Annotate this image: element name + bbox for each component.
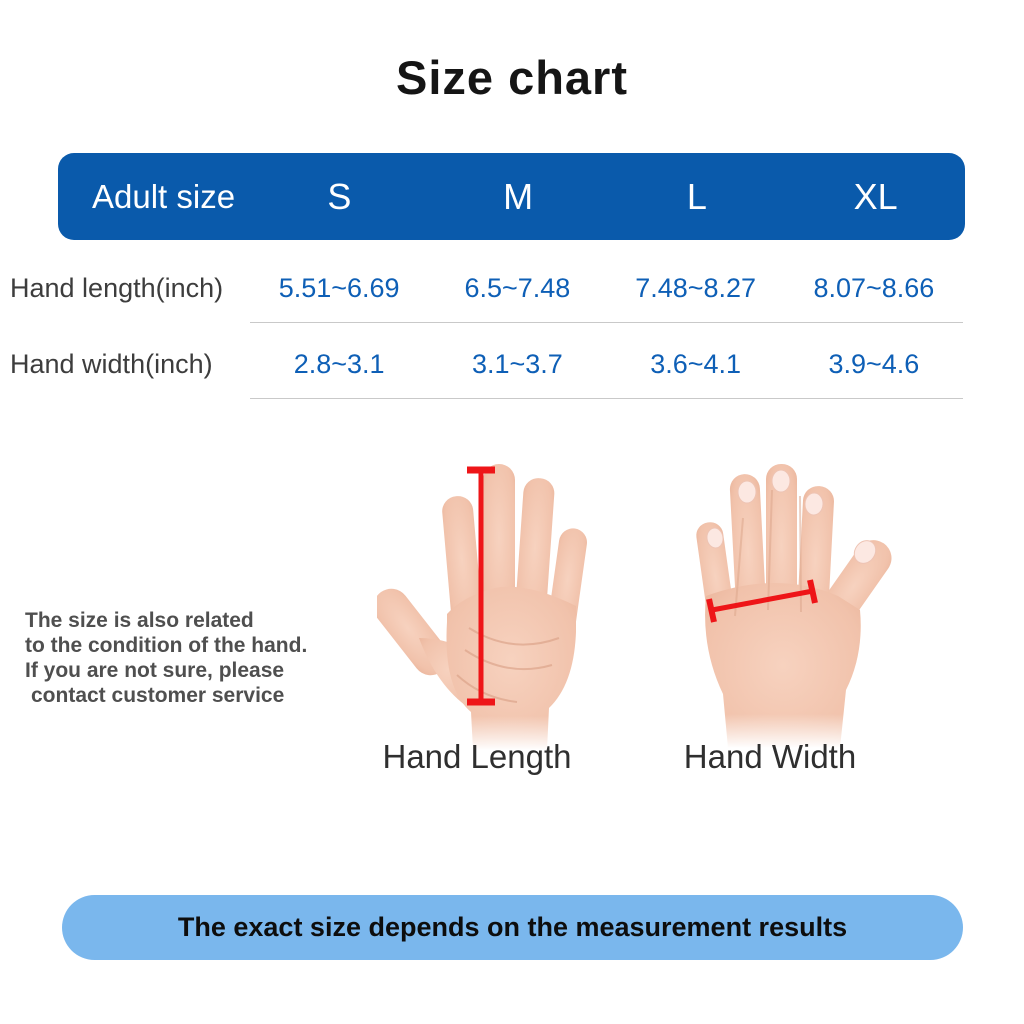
note-line: to the condition of the hand. — [25, 634, 308, 657]
row-label: Hand length(inch) — [10, 272, 224, 303]
note-line: The size is also related — [25, 609, 254, 632]
footer-banner: The exact size depends on the measuremen… — [62, 895, 963, 960]
row-label: Hand width(inch) — [10, 348, 213, 379]
hand-width-figure — [688, 448, 958, 748]
palm-hand-icon — [373, 464, 637, 750]
table-header-size-m: M — [503, 175, 534, 217]
note-line: contact customer service — [31, 684, 285, 707]
table-cell: 7.48~8.27 — [635, 272, 757, 303]
back-hand-icon — [688, 464, 958, 748]
table-header-size-xl: XL — [853, 175, 898, 217]
table-cell: 3.9~4.6 — [828, 348, 920, 379]
table-cell: 6.5~7.48 — [464, 272, 571, 303]
horizontal-measure-line — [706, 579, 818, 623]
table-row-hand-width: Hand width(inch) 2.8~3.1 3.1~3.7 3.6~4.1… — [0, 332, 963, 396]
hand-length-figure — [373, 450, 637, 750]
hand-length-label: Hand Length — [382, 738, 572, 775]
table-cell: 3.1~3.7 — [471, 348, 563, 379]
table-cell: 5.51~6.69 — [278, 272, 400, 303]
table-row-hand-length: Hand length(inch) 5.51~6.69 6.5~7.48 7.4… — [0, 256, 963, 320]
table-cell: 2.8~3.1 — [293, 348, 385, 379]
table-header-size-s: S — [327, 175, 352, 217]
hand-width-label: Hand Width — [683, 738, 857, 775]
vertical-measure-line — [467, 466, 495, 706]
table-header-row: Adult size S M L XL — [58, 153, 965, 240]
page-title: Size chart — [395, 51, 629, 104]
table-cell: 3.6~4.1 — [650, 348, 742, 379]
table-cell: 8.07~8.66 — [813, 272, 935, 303]
table-header-label: Adult size — [92, 177, 236, 215]
note-line: If you are not sure, please — [25, 659, 285, 682]
row-divider — [250, 398, 963, 399]
row-divider — [250, 322, 963, 323]
size-note: The size is also related to the conditio… — [25, 608, 325, 708]
table-header-size-l: L — [686, 175, 707, 217]
